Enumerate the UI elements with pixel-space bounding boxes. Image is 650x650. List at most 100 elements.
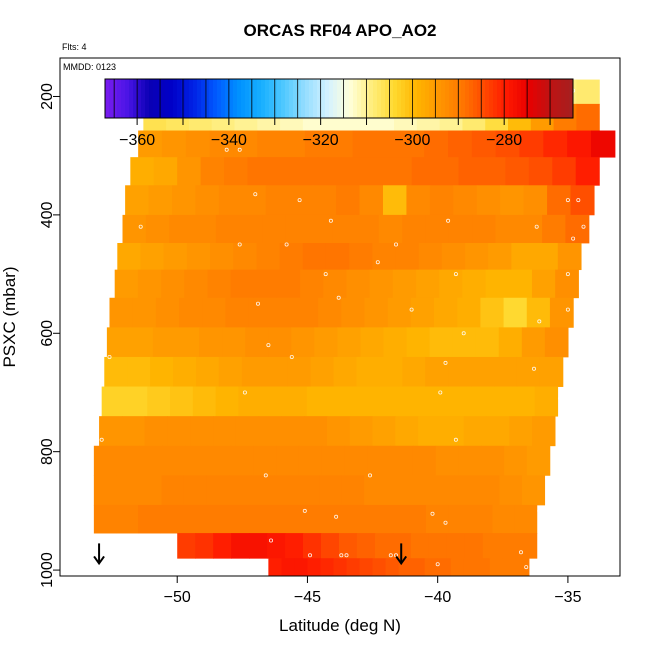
- heatmap-cell: [411, 558, 426, 577]
- heatmap-cell: [500, 533, 520, 559]
- flight-marker: [519, 550, 524, 555]
- heatmap-cell: [224, 157, 249, 186]
- heatmap-cell: [475, 327, 500, 358]
- heatmap-cell: [425, 504, 449, 534]
- heatmap-cell: [428, 533, 448, 559]
- heatmap-cell: [116, 504, 139, 534]
- colorbar-segment: [441, 79, 446, 118]
- heatmap-cell: [412, 445, 437, 476]
- heatmap-cell: [304, 130, 330, 158]
- colorbar-segment: [293, 79, 298, 118]
- colorbar-segment: [553, 79, 558, 118]
- heatmap-cell: [476, 558, 491, 577]
- colorbar-segment: [137, 79, 142, 118]
- heatmap-cell: [230, 445, 254, 476]
- date-label: MMDD: 0123: [63, 62, 116, 72]
- heatmap-cell: [218, 185, 243, 216]
- heatmap-cell: [253, 445, 277, 476]
- heatmap-cell: [503, 297, 528, 328]
- y-tick-label: 1000: [39, 552, 56, 588]
- heatmap-cell: [369, 269, 394, 299]
- heatmap-cell: [268, 558, 282, 577]
- heatmap-cell: [403, 504, 427, 534]
- colorbar-tick-label: −360: [119, 132, 155, 149]
- heatmap-cell: [472, 214, 497, 244]
- colorbar-segment: [229, 79, 234, 118]
- colorbar-segment: [461, 79, 466, 118]
- x-tick-label: −40: [424, 589, 451, 606]
- flight-marker: [297, 198, 302, 203]
- heatmap-cell: [532, 416, 556, 447]
- heatmap-cell: [248, 297, 273, 328]
- heatmap-cell: [485, 269, 510, 299]
- heatmap-cell: [549, 297, 574, 328]
- heatmap-cell: [521, 327, 546, 358]
- flight-marker: [393, 242, 398, 247]
- flight-marker: [446, 218, 451, 223]
- flight-marker: [138, 224, 143, 229]
- colorbar-segment: [245, 79, 250, 118]
- heatmap-cell: [162, 445, 186, 476]
- heatmap-cell: [443, 386, 467, 417]
- heatmap-cell: [261, 386, 285, 417]
- heatmap-cell: [230, 269, 255, 299]
- colorbar-segment: [513, 79, 518, 118]
- colorbar-segment: [161, 79, 166, 118]
- colorbar-segment: [469, 79, 474, 118]
- heatmap-cell: [476, 475, 500, 506]
- colorbar-segment: [337, 79, 342, 118]
- heatmap-cell: [242, 185, 267, 216]
- flight-marker: [453, 437, 458, 442]
- colorbar-segment: [325, 79, 330, 118]
- heatmap-cell: [374, 533, 394, 559]
- heatmap-cell: [502, 558, 517, 577]
- colorbar-segment: [113, 79, 118, 118]
- heatmap-cell: [341, 157, 366, 186]
- heatmap-cell: [435, 445, 460, 476]
- heatmap-cell: [117, 243, 142, 271]
- heatmap-cell: [372, 558, 387, 577]
- heatmap-cell: [140, 243, 165, 271]
- heatmap-cell: [528, 157, 553, 186]
- heatmap-cell: [195, 533, 214, 559]
- heatmap-cell: [402, 356, 426, 387]
- colorbar-tick-label: −320: [303, 132, 339, 149]
- flight-marker: [302, 508, 307, 513]
- flight-marker: [224, 147, 229, 152]
- colorbar-segment: [193, 79, 198, 118]
- flight-marker: [367, 473, 372, 478]
- colorbar-segment: [353, 79, 358, 118]
- x-tick-label: −50: [164, 589, 191, 606]
- colorbar-segment: [465, 79, 470, 118]
- heatmap-cell: [395, 416, 419, 447]
- heatmap-cell: [346, 269, 371, 299]
- heatmap-cell: [294, 297, 319, 328]
- heatmap-cell: [471, 356, 495, 387]
- heatmap-cell: [590, 130, 616, 158]
- heatmap-cell: [116, 445, 141, 476]
- flights-label: Flts: 4: [62, 42, 87, 52]
- colorbar-segment: [297, 79, 302, 118]
- heatmap-cell: [317, 157, 342, 186]
- heatmap-cell: [294, 558, 309, 577]
- heatmap-cell: [323, 269, 348, 299]
- colorbar-segment: [377, 79, 382, 118]
- heatmap-cell: [388, 157, 413, 186]
- colorbar-segment: [105, 79, 110, 118]
- heatmap-cell: [493, 356, 518, 387]
- heatmap-cell: [127, 356, 151, 387]
- heatmap-cell: [309, 214, 333, 244]
- colorbar-segment: [109, 79, 114, 118]
- heatmap-cell: [440, 416, 465, 447]
- heatmap-cell: [315, 504, 338, 534]
- heatmap-cell: [570, 185, 595, 216]
- flight-marker: [89, 508, 94, 513]
- heatmap-cell: [557, 243, 582, 271]
- heatmap-cell: [552, 157, 577, 186]
- heatmap-cell: [129, 327, 154, 358]
- colorbar-segment: [213, 79, 218, 118]
- colorbar-segment: [329, 79, 334, 118]
- heatmap-cells: [93, 79, 616, 577]
- colorbar-segment: [217, 79, 222, 118]
- flight-marker: [435, 562, 440, 567]
